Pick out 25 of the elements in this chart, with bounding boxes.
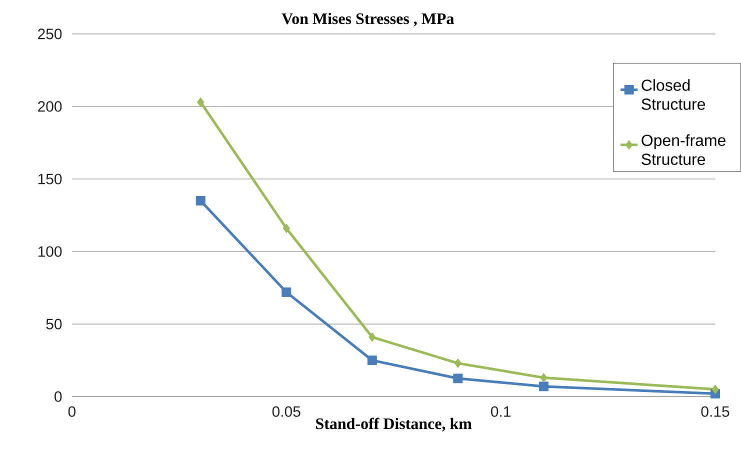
chart-title: Von Mises Stresses , MPa [282,13,454,27]
legend-label: Closed Structure [642,79,706,110]
point [196,196,206,206]
y-tick-label: 250 [38,28,62,40]
x-tick-label: 0.05 [272,406,300,418]
x-tick-label: 0 [68,406,76,418]
legend-label: Open-frame Structure [642,134,726,166]
y-tick-label: 0 [54,392,62,402]
point [282,288,292,298]
point [453,374,463,384]
point [712,384,719,394]
point [454,358,462,368]
y-tick-label: 200 [38,101,62,112]
y-tick-label: 150 [38,174,62,185]
point [540,373,548,383]
point [368,332,376,342]
point [282,224,290,234]
x-axis-title: Stand-off Distance, km [316,418,472,432]
y-tick-label: 50 [46,318,62,330]
point [367,356,377,366]
y-tick-label: 100 [38,246,62,258]
x-tick-label: 0.15 [701,406,730,418]
point [196,98,204,108]
point [538,382,548,392]
x-tick-label: 0.1 [490,406,511,418]
